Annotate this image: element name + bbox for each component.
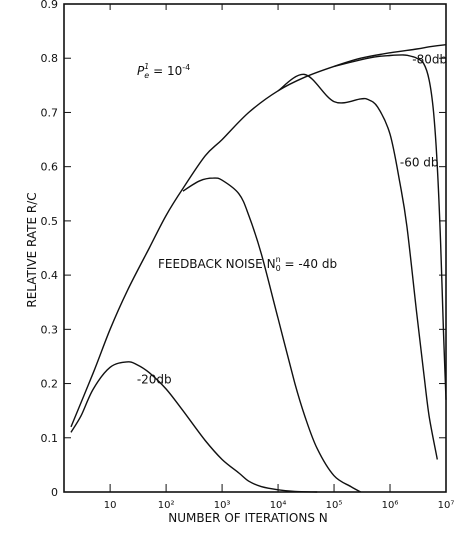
- x-tick-label: 10⁴: [270, 500, 287, 511]
- x-tick-label: 10: [104, 500, 117, 511]
- y-tick-label: 0.8: [41, 52, 59, 65]
- feedback-noise-annotation: FEEDBACK NOISE N0n = -40 db: [158, 255, 337, 273]
- y-tick-label: 0.3: [41, 323, 59, 336]
- series-lines: [70, 44, 447, 493]
- y-tick-label: 0.7: [41, 106, 59, 119]
- feedback-noise-superscript: n: [276, 255, 281, 264]
- y-tick-label: 0.5: [41, 215, 59, 228]
- y-tick-label: 0.1: [41, 432, 59, 445]
- curve-labels: -80db -60 db -20db: [137, 53, 447, 387]
- pe-exponent: -4: [182, 63, 190, 72]
- x-tick-labels: 10 10² 10³ 10⁴ 10⁵ 10⁶ 10⁷: [104, 500, 455, 511]
- pe-equals: = 10: [149, 64, 182, 78]
- feedback-noise-value: = -40 db: [281, 257, 337, 271]
- pe-subscript: e: [144, 71, 149, 80]
- pe-superscript: 1: [144, 62, 149, 71]
- feedback-noise-subscript: 0: [276, 264, 281, 273]
- x-tick-label: 10⁶: [382, 500, 399, 511]
- x-tick-label: 10³: [214, 500, 231, 511]
- x-tick-label: 10²: [158, 500, 175, 511]
- plot-frame: [63, 3, 447, 493]
- feedback-noise-label: FEEDBACK NOISE N: [158, 257, 276, 271]
- x-tick-label: 10⁵: [326, 500, 343, 511]
- y-tick-label: 0.6: [41, 161, 59, 174]
- pe-symbol: P: [137, 64, 145, 78]
- plot-border: [63, 3, 447, 493]
- curve-label: -60 db: [400, 156, 439, 170]
- tick-marks: [64, 3, 447, 493]
- series-line-40db: [277, 73, 438, 460]
- curve-label: -20db: [137, 373, 172, 387]
- y-tick-labels: 0 0.1 0.2 0.3 0.4 0.5 0.6 0.7 0.8 0.9: [41, 0, 59, 499]
- series-line-20db: [182, 177, 362, 493]
- y-tick-label: 0: [51, 486, 58, 499]
- x-axis-label: NUMBER OF ITERATIONS N: [168, 511, 328, 525]
- y-axis-label: RELATIVE RATE R/C: [25, 192, 39, 307]
- y-tick-label: 0.4: [41, 269, 59, 282]
- pe-annotation: Pe1 = 10-4: [137, 62, 190, 80]
- x-tick-label: 10⁷: [438, 500, 455, 511]
- series-line-20db-rise: [70, 361, 318, 493]
- y-tick-label: 0.9: [41, 0, 59, 11]
- series-line-80db: [70, 44, 447, 428]
- curve-label: -80db: [412, 53, 447, 67]
- series-line-60db: [333, 54, 447, 400]
- y-tick-label: 0.2: [41, 378, 59, 391]
